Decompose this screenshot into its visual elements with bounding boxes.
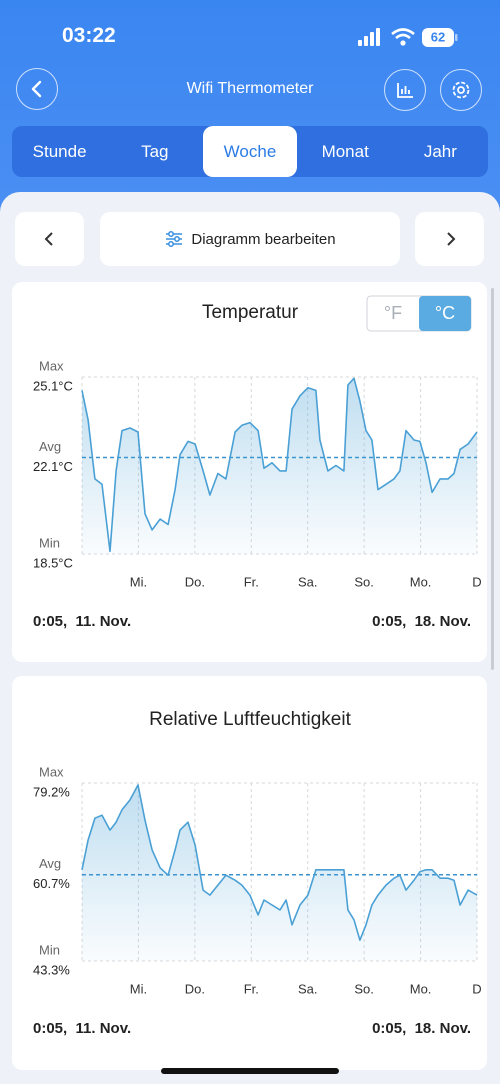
y-tick-label: 43.3% (33, 962, 70, 977)
x-tick-label: Mo. (410, 574, 432, 589)
y-tick-label: 60.7% (33, 876, 70, 891)
unit-option[interactable]: °F (384, 303, 402, 323)
x-tick-label: Mi. (130, 981, 147, 996)
settings-button[interactable] (440, 69, 482, 111)
x-tick-label: Fr. (244, 574, 259, 589)
start-time-label: 0:05, 11. Nov. (33, 613, 131, 630)
period-tabs: Stunde Tag Woche Monat Jahr (12, 126, 488, 177)
edit-chart-button[interactable]: Diagramm bearbeiten (100, 212, 400, 266)
next-button[interactable] (415, 212, 484, 266)
y-tick-label: 25.1°C (33, 378, 73, 393)
status-time: 03:22 (62, 24, 116, 47)
unit-option[interactable]: °C (435, 303, 455, 323)
back-button[interactable] (16, 68, 58, 110)
status-icons: 62 (358, 28, 458, 47)
period-tab[interactable]: Monat (321, 142, 369, 161)
edit-chart-label: Diagramm bearbeiten (191, 230, 336, 248)
home-indicator (161, 1068, 339, 1074)
x-tick-label: So. (354, 574, 374, 589)
x-tick-label: So. (354, 981, 374, 996)
chart-button[interactable] (384, 69, 426, 111)
chart: Temperatur °F °C Mi. Do. Fr. Sa. So. Mo. D Max 25.1… (33, 295, 482, 630)
y-tick-name: Min (39, 942, 60, 957)
x-tick-label: D (472, 981, 481, 996)
y-tick-label: 79.2% (33, 784, 70, 799)
x-tick-label: Sa. (298, 574, 318, 589)
x-tick-label: Do. (185, 981, 205, 996)
screen-title: Wifi Thermometer (186, 80, 314, 97)
data-line (81, 784, 478, 941)
x-tick-label: Mi. (130, 574, 147, 589)
chart: Relative Luftfeuchtigkeit Mi. Do. Fr. Sa. So.… (33, 709, 482, 1037)
chart-title: Relative Luftfeuchtigkeit (149, 709, 351, 730)
x-tick-label: D (472, 574, 481, 589)
y-tick-label: 22.1°C (33, 459, 73, 474)
unit-toggle-active (419, 296, 471, 331)
y-tick-label: 18.5°C (33, 555, 73, 570)
y-tick-name: Avg (39, 439, 61, 454)
end-time-label: 0:05, 18. Nov. (372, 1020, 471, 1037)
scrollbar (491, 288, 494, 670)
end-time-label: 0:05, 18. Nov. (372, 613, 471, 630)
y-tick-name: Max (39, 764, 64, 779)
previous-button[interactable] (15, 212, 84, 266)
period-tab[interactable]: Stunde (32, 142, 87, 161)
chart-card: Temperatur °F °C Mi. Do. Fr. Sa. So. Mo. D Max 25.1… (12, 282, 487, 662)
y-tick-name: Min (39, 535, 60, 550)
x-tick-label: Sa. (298, 981, 318, 996)
x-tick-label: Do. (185, 574, 205, 589)
period-tab[interactable]: Tag (141, 142, 169, 161)
x-tick-label: Mo. (410, 981, 432, 996)
battery-level: 62 (431, 29, 445, 44)
data-line (81, 377, 478, 553)
area-fill (82, 785, 477, 961)
area-fill (82, 378, 477, 554)
chart-card: Relative Luftfeuchtigkeit Mi. Do. Fr. Sa. So.… (12, 676, 487, 1070)
start-time-label: 0:05, 11. Nov. (33, 1020, 131, 1037)
x-tick-label: Fr. (244, 981, 259, 996)
chart-title: Temperatur (202, 302, 299, 323)
period-tab[interactable]: Woche (203, 126, 297, 177)
y-tick-name: Max (39, 358, 64, 373)
header-background (0, 0, 500, 230)
y-tick-name: Avg (39, 856, 61, 871)
period-tab[interactable]: Jahr (423, 142, 457, 161)
